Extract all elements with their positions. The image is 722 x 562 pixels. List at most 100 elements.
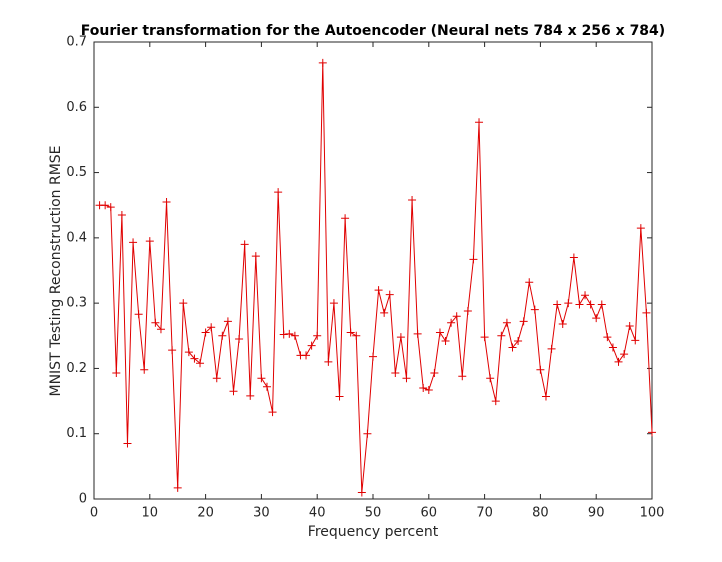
data-point — [575, 300, 584, 309]
x-tick-label: 10 — [142, 506, 159, 521]
data-point — [631, 336, 640, 345]
data-point — [475, 118, 484, 127]
data-point — [564, 299, 573, 308]
x-tick-label: 40 — [309, 506, 326, 521]
data-point — [145, 237, 154, 246]
data-point — [592, 314, 601, 323]
data-point — [430, 368, 439, 377]
x-tick-label: 0 — [90, 506, 98, 521]
data-point — [502, 318, 511, 327]
data-point — [341, 214, 350, 223]
data-point — [117, 211, 126, 220]
data-point — [123, 439, 132, 448]
data-point — [424, 385, 433, 394]
x-tick-label: 30 — [253, 506, 270, 521]
data-point — [207, 323, 216, 332]
data-point — [173, 483, 182, 492]
data-point — [620, 350, 629, 359]
y-tick-label: 0.5 — [66, 165, 87, 180]
data-point — [458, 372, 467, 381]
data-point — [106, 203, 115, 212]
data-point — [642, 308, 651, 317]
data-point — [129, 238, 138, 247]
data-point — [536, 365, 545, 374]
x-tick-label: 70 — [476, 506, 493, 521]
data-point — [586, 300, 595, 309]
data-point — [525, 278, 534, 287]
data-point — [218, 331, 227, 340]
data-point — [184, 348, 193, 357]
data-point — [140, 365, 149, 374]
data-point — [313, 331, 322, 340]
y-tick-label: 0.1 — [66, 426, 87, 441]
data-point — [558, 320, 567, 329]
data-point — [285, 329, 294, 338]
data-point — [279, 330, 288, 339]
data-point — [223, 317, 232, 326]
data-point — [212, 374, 221, 383]
data-point — [162, 197, 171, 206]
y-axis-label: MNIST Testing Reconstruction RMSE — [48, 145, 64, 396]
data-point — [396, 333, 405, 342]
data-point — [179, 299, 188, 308]
data-point — [246, 391, 255, 400]
x-tick-label: 80 — [532, 506, 549, 521]
data-point — [530, 305, 539, 314]
data-point — [112, 368, 121, 377]
data-point — [597, 300, 606, 309]
data-point — [156, 325, 165, 334]
data-point — [569, 253, 578, 262]
data-point — [486, 374, 495, 383]
data-point — [514, 337, 523, 346]
x-tick-label: 50 — [365, 506, 382, 521]
data-point — [469, 255, 478, 264]
data-point — [603, 333, 612, 342]
y-tick-label: 0.2 — [66, 361, 87, 376]
data-point — [636, 224, 645, 233]
data-point — [101, 201, 110, 210]
data-point — [413, 329, 422, 338]
y-tick-label: 0 — [79, 492, 87, 507]
data-point — [497, 331, 506, 340]
data-point — [614, 357, 623, 366]
data-point — [346, 328, 355, 337]
data-point — [302, 351, 311, 360]
data-point — [380, 308, 389, 317]
data-point — [190, 354, 199, 363]
x-tick-label: 20 — [197, 506, 214, 521]
data-point — [608, 343, 617, 352]
data-point — [452, 312, 461, 321]
data-point — [441, 337, 450, 346]
data-point — [168, 346, 177, 355]
data-point — [251, 252, 260, 261]
data-point — [480, 333, 489, 342]
y-tick-label: 0.3 — [66, 296, 87, 311]
data-point — [290, 331, 299, 340]
data-point — [648, 428, 656, 437]
data-point — [369, 352, 377, 361]
data-point — [625, 321, 634, 330]
data-point — [201, 328, 210, 337]
data-point — [324, 357, 333, 366]
data-point — [307, 341, 316, 350]
data-point — [419, 384, 428, 393]
data-point — [363, 429, 372, 438]
data-point — [329, 299, 338, 308]
data-point — [257, 374, 266, 383]
data-point — [151, 318, 160, 327]
data-point — [547, 344, 556, 353]
data-point — [463, 306, 472, 315]
data-point — [352, 331, 361, 340]
data-point — [229, 387, 238, 396]
data-point — [402, 374, 411, 383]
data-line — [99, 62, 653, 493]
data-point — [268, 408, 277, 417]
data-point — [235, 335, 244, 344]
data-point — [519, 317, 528, 326]
y-tick-label: 0.7 — [66, 35, 87, 50]
x-tick-label: 60 — [421, 506, 438, 521]
data-point — [447, 318, 456, 327]
data-point — [508, 343, 517, 352]
data-point — [134, 310, 143, 319]
